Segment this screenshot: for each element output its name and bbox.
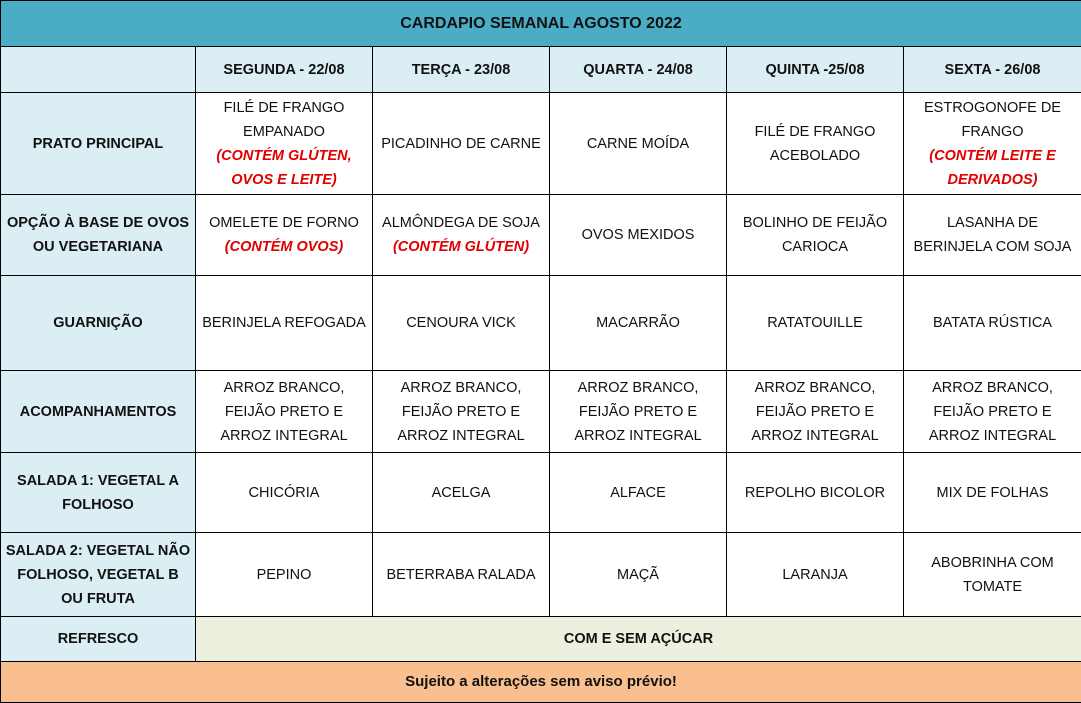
menu-cell: OMELETE DE FORNO (CONTÉM OVOS) (195, 194, 373, 276)
menu-cell: BERINJELA REFOGADA (195, 275, 373, 371)
menu-title: CARDAPIO SEMANAL AGOSTO 2022 (0, 0, 1081, 47)
dish-name: MACARRÃO (596, 315, 680, 331)
menu-cell: LASANHA DE BERINJELA COM SOJA (902, 194, 1081, 276)
menu-cell: ABOBRINHA COM TOMATE (902, 532, 1081, 617)
menu-cell: REPOLHO BICOLOR (726, 452, 904, 533)
menu-cell: MIX DE FOLHAS (902, 452, 1081, 533)
allergen-note: (CONTÉM GLÚTEN) (392, 239, 530, 255)
row-label: ACOMPANHAMENTOS (0, 370, 196, 453)
menu-cell: CENOURA VICK (372, 275, 550, 371)
menu-row: SALADA 2: VEGETAL NÃO FOLHOSO, VEGETAL B… (0, 532, 1081, 617)
dish-name: PEPINO (256, 566, 312, 583)
dish-name: FILÉ DE FRANGO ACEBOLADO (754, 123, 876, 164)
day-header: TERÇA - 23/08 (372, 46, 550, 93)
menu-cell: MACARRÃO (549, 275, 727, 371)
menu-cell: ACELGA (372, 452, 550, 533)
dish-name: ARROZ BRANCO, FEIJÃO PRETO E ARROZ INTEG… (220, 379, 348, 444)
dish-name: ACELGA (431, 484, 491, 501)
menu-cell: LARANJA (726, 532, 904, 617)
dish-name: BATATA RÚSTICA (933, 315, 1052, 331)
menu-cell: CARNE MOÍDA (549, 92, 727, 195)
allergen-note: (CONTÉM LEITE E DERIVADOS) (929, 147, 1056, 188)
dish-name: ABOBRINHA COM TOMATE (931, 554, 1054, 595)
dish-name: ARROZ BRANCO, FEIJÃO PRETO E ARROZ INTEG… (751, 379, 879, 444)
row-label: PRATO PRINCIPAL (0, 92, 196, 195)
dish-name: BETERRABA RALADA (386, 566, 536, 583)
row-label: SALADA 2: VEGETAL NÃO FOLHOSO, VEGETAL B… (0, 532, 196, 617)
dish-name: CENOURA VICK (406, 315, 516, 331)
dish-name: BERINJELA REFOGADA (202, 315, 366, 331)
dish-name: ALMÔNDEGA DE SOJA (382, 215, 540, 231)
dish-name: ARROZ BRANCO, FEIJÃO PRETO E ARROZ INTEG… (928, 379, 1057, 444)
dish-name: LASANHA DE BERINJELA COM SOJA (913, 215, 1072, 255)
refresco-value: COM E SEM AÇÚCAR (194, 616, 1081, 662)
menu-row: SALADA 1: VEGETAL A FOLHOSO CHICÓRIA ACELG… (0, 452, 1081, 533)
menu-cell: ALMÔNDEGA DE SOJA (CONTÉM GLÚTEN) (372, 194, 550, 276)
menu-cell: ARROZ BRANCO, FEIJÃO PRETO E ARROZ INTEG… (549, 370, 727, 453)
day-header: SEGUNDA - 22/08 (195, 46, 373, 93)
menu-cell: OVOS MEXIDOS (549, 194, 727, 276)
dish-name: OMELETE DE FORNO (209, 215, 359, 231)
dish-name: BOLINHO DE FEIJÃO CARIOCA (742, 215, 888, 255)
allergen-note: (CONTÉM GLÚTEN, OVOS E LEITE) (216, 147, 352, 188)
dish-name: MAÇÃ (617, 566, 659, 583)
row-label: SALADA 1: VEGETAL A FOLHOSO (0, 452, 196, 533)
day-header: QUINTA -25/08 (726, 46, 904, 93)
menu-row: GUARNIÇÃO BERINJELA REFOGADA CENOURA VICK M… (0, 275, 1081, 371)
dish-name: FILÉ DE FRANGO EMPANADO (223, 99, 345, 140)
menu-cell: RATATOUILLE (726, 275, 904, 371)
menu-row: OPÇÃO À BASE DE OVOS OU VEGETARIANA OMELE… (0, 194, 1081, 276)
menu-cell: BETERRABA RALADA (372, 532, 550, 617)
row-label: OPÇÃO À BASE DE OVOS OU VEGETARIANA (0, 194, 196, 276)
menu-cell: ARROZ BRANCO, FEIJÃO PRETO E ARROZ INTEG… (195, 370, 373, 453)
menu-cell: ALFACE (549, 452, 727, 533)
menu-row: PRATO PRINCIPAL FILÉ DE FRANGO EMPANADO (C… (0, 92, 1081, 195)
dish-name: LARANJA (782, 566, 848, 583)
menu-cell: ARROZ BRANCO, FEIJÃO PRETO E ARROZ INTEG… (726, 370, 904, 453)
menu-row: ACOMPANHAMENTOS ARROZ BRANCO, FEIJÃO PRET… (0, 370, 1081, 453)
row-label: GUARNIÇÃO (0, 275, 196, 371)
menu-cell: BATATA RÚSTICA (902, 275, 1081, 371)
menu-cell: ESTROGONOFE DE FRANGO (CONTÉM LEITE E DER… (902, 92, 1081, 195)
dish-name: CHICÓRIA (248, 484, 320, 501)
footer-notice: Sujeito a alterações sem aviso prévio! (0, 661, 1081, 703)
menu-cell: CHICÓRIA (195, 452, 373, 533)
allergen-note: (CONTÉM OVOS) (224, 239, 344, 255)
refresco-label: REFRESCO (0, 616, 196, 662)
day-header: SEXTA - 26/08 (902, 46, 1081, 93)
menu-cell: PICADINHO DE CARNE (372, 92, 550, 195)
menu-cell: PEPINO (195, 532, 373, 617)
dish-name: ARROZ BRANCO, FEIJÃO PRETO E ARROZ INTEG… (397, 379, 525, 444)
menu-cell: FILÉ DE FRANGO ACEBOLADO (726, 92, 904, 195)
corner-cell (0, 46, 196, 93)
dish-name: ESTROGONOFE DE FRANGO (924, 99, 1061, 140)
day-header: QUARTA - 24/08 (549, 46, 727, 93)
menu-cell: ARROZ BRANCO, FEIJÃO PRETO E ARROZ INTEG… (902, 370, 1081, 453)
dish-name: ALFACE (610, 484, 666, 501)
dish-name: ARROZ BRANCO, FEIJÃO PRETO E ARROZ INTEG… (574, 379, 702, 444)
menu-cell: BOLINHO DE FEIJÃO CARIOCA (726, 194, 904, 276)
menu-cell: FILÉ DE FRANGO EMPANADO (CONTÉM GLÚTEN, O… (195, 92, 373, 195)
menu-cell: MAÇÃ (549, 532, 727, 617)
dish-name: CARNE MOÍDA (586, 135, 690, 152)
dish-name: MIX DE FOLHAS (936, 484, 1049, 501)
dish-name: RATATOUILLE (767, 315, 863, 331)
dish-name: OVOS MEXIDOS (581, 227, 695, 243)
dish-name: PICADINHO DE CARNE (381, 135, 541, 152)
menu-cell: ARROZ BRANCO, FEIJÃO PRETO E ARROZ INTEG… (372, 370, 550, 453)
dish-name: REPOLHO BICOLOR (744, 484, 886, 501)
